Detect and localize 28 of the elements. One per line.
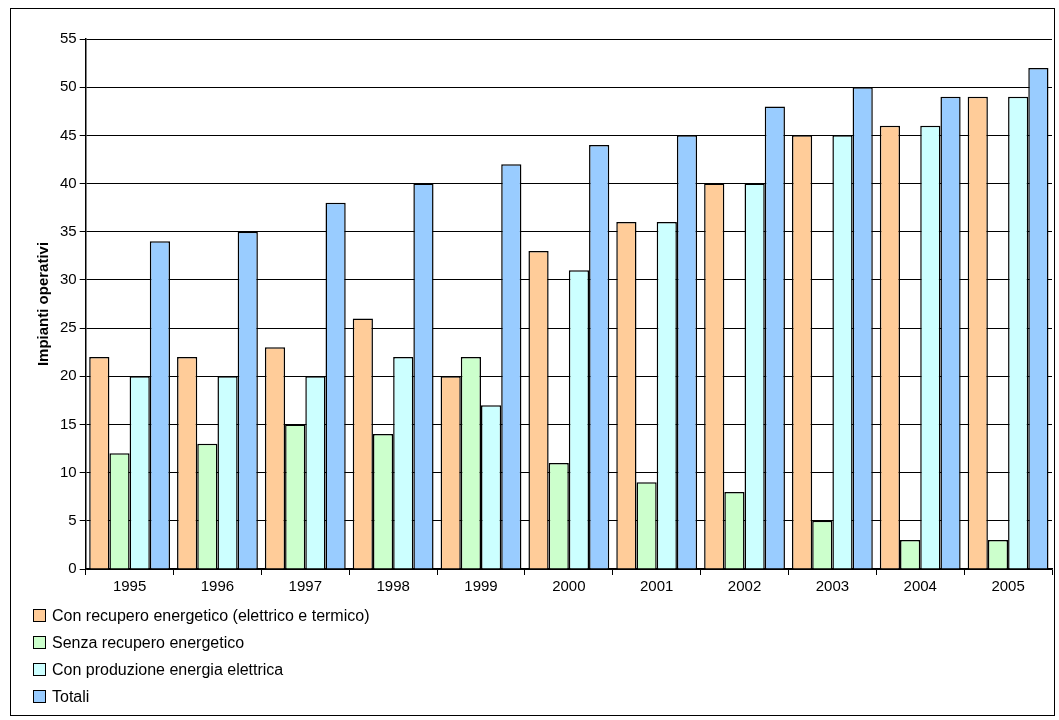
y-tick-label: 10 (60, 462, 77, 480)
y-tick-label: 5 (68, 510, 77, 528)
y-tick-label: 55 (60, 29, 77, 47)
x-tick-label: 1999 (464, 577, 498, 595)
y-tick-label: 45 (60, 125, 77, 143)
x-tick-label: 2003 (815, 577, 850, 595)
legend-label: Totali (52, 687, 90, 706)
x-tick-label: 2002 (727, 577, 762, 595)
y-tick-label: 15 (60, 414, 77, 432)
y-tick-label: 35 (60, 221, 77, 239)
x-tick-label: 2000 (552, 577, 586, 595)
x-tick-label: 1995 (112, 577, 147, 595)
y-tick-label: 50 (60, 77, 77, 95)
y-axis-title: Impianti operativi (34, 241, 52, 367)
legend-label: Con produzione energia elettrica (52, 660, 284, 679)
x-tick-label: 2001 (640, 577, 674, 595)
x-tick-label: 2005 (991, 577, 1025, 595)
x-tick-label: 1998 (376, 577, 410, 595)
x-tick-label: 2004 (903, 577, 937, 595)
y-tick-label: 40 (60, 173, 77, 191)
x-tick-label: 1996 (200, 577, 235, 595)
y-tick-label: 30 (60, 270, 77, 288)
y-tick-label: 25 (60, 318, 77, 336)
y-tick-label: 0 (68, 559, 77, 577)
legend-label: Con recupero energetico (elettrico e termico) (52, 606, 370, 625)
legend-label: Senza recupero energetico (52, 633, 245, 652)
x-tick-label: 1997 (288, 577, 322, 595)
y-tick-label: 20 (60, 366, 77, 384)
